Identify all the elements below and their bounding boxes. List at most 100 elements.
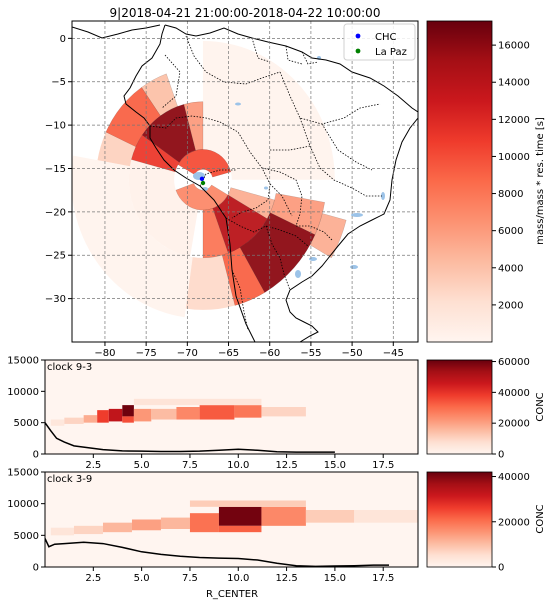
panel1-line — [45, 422, 335, 453]
panel2-y-axis: 0 5000 10000 15000 — [7, 468, 45, 574]
map-x-tick-label-2: −70 — [177, 348, 198, 359]
map-title: 9|2018-04-21 21:00:00-2018-04-22 10:00:0… — [110, 6, 381, 20]
panel2-x-tick-label-0: 2.5 — [85, 573, 101, 584]
panel2-cells — [50, 500, 418, 536]
panel2-colorbar: 0 20000 40000 CONC — [426, 471, 546, 574]
map-legend: CHC La Paz — [343, 23, 416, 61]
sector-0 — [202, 40, 335, 180]
panel2-cell-7 — [218, 525, 262, 533]
lake-mirim — [350, 265, 358, 269]
panel2-x-tick-label-5: 15.0 — [324, 573, 346, 584]
map-y-tick-label-5: −25 — [45, 251, 66, 262]
panel1-colorbar-tick-label-3: 60000 — [498, 357, 530, 368]
lake-pantanal — [309, 257, 317, 261]
panel2-x-axis: 2.5 5.0 7.5 10.0 12.5 15.0 17.5 — [85, 567, 394, 584]
panel2-x-tick-label-3: 10.0 — [227, 573, 249, 584]
panel2-colorbar-tick-label-1: 20000 — [498, 517, 530, 528]
panel2-colorbar-fill — [426, 471, 493, 568]
map-y-tick-label-6: −30 — [45, 294, 66, 305]
station-marker-1 — [200, 180, 206, 186]
panel1-cell-2 — [83, 415, 98, 423]
legend-box — [343, 23, 416, 61]
map-x-tick-label-0: −80 — [94, 348, 115, 359]
panel2-x-label: R_CENTER — [206, 589, 258, 600]
map-x-tick-label-5: −55 — [300, 348, 321, 359]
panel1-colorbar-label: CONC — [535, 392, 546, 421]
map-colorbar-tick-label-5: 12000 — [498, 115, 530, 126]
map-y-tick-label-4: −20 — [45, 207, 66, 218]
lake-amazon-1 — [235, 102, 241, 106]
borders-south — [225, 217, 333, 331]
panel1-cell-4 — [108, 408, 123, 422]
panel1-cell-0 — [50, 419, 65, 426]
panel2-colorbar-tick-label-0: 0 — [498, 563, 504, 574]
map-panel: 9|2018-04-21 21:00:00-2018-04-22 10:00:0… — [45, 6, 546, 359]
panel1-cell-5 — [122, 405, 134, 417]
panel1-colorbar-fill — [426, 359, 493, 455]
lake-coast — [381, 192, 385, 200]
panel1-y-tick-label-2: 10000 — [7, 387, 39, 398]
panel2-x-tick-label-4: 12.5 — [275, 573, 297, 584]
panel2-annotation: clock 3-9 — [47, 474, 92, 485]
legend-label-lapaz: La Paz — [375, 47, 407, 58]
panel2-y-tick-label-2: 10000 — [7, 499, 39, 510]
panel1-x-tick-label-1: 5.0 — [134, 460, 150, 471]
panel1-cell-3 — [97, 410, 109, 423]
map-colorbar-tick-label-4: 10000 — [498, 152, 530, 163]
profile-panel-clock-3-9: clock 3-9 2.5 5.0 7.5 10.0 12.5 15.0 17.5 0 500… — [7, 468, 546, 601]
panel2-cell-8 — [261, 506, 306, 526]
map-frame — [71, 20, 419, 343]
sector-17 — [141, 104, 196, 163]
station-marker-0 — [199, 176, 205, 181]
panel2-colorbar-label: CONC — [535, 504, 546, 533]
panel2-cell-10 — [354, 510, 418, 523]
map-x-axis: −80 −75 −70 −65 −60 −55 −50 −45 — [94, 342, 404, 359]
panel1-x-tick-label-6: 17.5 — [372, 460, 394, 471]
sector-18 — [239, 212, 316, 293]
map-x-tick-label-4: −60 — [259, 348, 280, 359]
panel2-cell-11 — [189, 500, 306, 507]
panel2-cell-1 — [73, 525, 103, 535]
panel2-y-tick-label-0: 0 — [33, 563, 39, 574]
panel1-colorbar-tick-label-1: 20000 — [498, 419, 530, 430]
panel2-x-tick-label-2: 7.5 — [182, 573, 198, 584]
panel1-cell-12 — [261, 407, 306, 417]
sector-16 — [212, 194, 268, 254]
panel1-y-axis: 0 5000 10000 15000 — [7, 356, 45, 461]
lake-amazon-2 — [264, 186, 268, 190]
map-y-tick-label-3: −15 — [45, 164, 66, 175]
map-colorbar-tick-label-0: 2000 — [498, 300, 523, 311]
legend-label-chc: CHC — [375, 32, 397, 43]
sector-1 — [72, 155, 193, 318]
profile-panel-clock-9-3: clock 9-3 2.5 5.0 7.5 10.0 12.5 15.0 17.5 0 500… — [7, 356, 546, 472]
panel2-cell-2 — [102, 522, 132, 533]
map-x-tick-label-3: −65 — [218, 348, 239, 359]
panel1-x-tick-label-5: 15.0 — [324, 460, 346, 471]
panel2-colorbar-ticks: 0 20000 40000 — [492, 472, 530, 574]
panel1-x-tick-label-2: 7.5 — [182, 460, 198, 471]
panel1-colorbar-tick-label-2: 40000 — [498, 388, 530, 399]
legend-marker-lapaz — [355, 48, 361, 54]
panel2-y-tick-label-1: 5000 — [14, 531, 39, 542]
panel2-x-tick-label-6: 17.5 — [372, 573, 394, 584]
panel2-cell-6 — [218, 506, 262, 526]
panel1-x-tick-label-3: 10.0 — [227, 460, 249, 471]
panel1-x-axis: 2.5 5.0 7.5 10.0 12.5 15.0 17.5 — [85, 454, 394, 471]
panel1-cell-8 — [151, 408, 177, 420]
panel2-y-tick-label-3: 15000 — [7, 468, 39, 479]
panel1-colorbar: 0 20000 40000 60000 CONC — [426, 357, 546, 461]
panel2-line — [45, 538, 390, 567]
panel1-cell-13 — [133, 398, 262, 406]
map-x-tick-label-1: −75 — [136, 348, 157, 359]
panel1-cell-7 — [133, 408, 152, 422]
legend-marker-chc — [355, 33, 361, 39]
panel1-colorbar-ticks: 0 20000 40000 60000 — [492, 357, 530, 461]
map-colorbar-label: mass/mass * res. time [s] — [535, 117, 546, 245]
map-y-tick-label-2: −10 — [45, 121, 66, 132]
map-colorbar-tick-label-7: 16000 — [498, 41, 530, 52]
panel1-cells — [50, 398, 306, 426]
border-layer — [149, 35, 382, 331]
panel1-y-tick-label-3: 15000 — [7, 356, 39, 367]
panel2-cell-3 — [131, 519, 161, 531]
panel1-cell-10 — [199, 405, 235, 420]
